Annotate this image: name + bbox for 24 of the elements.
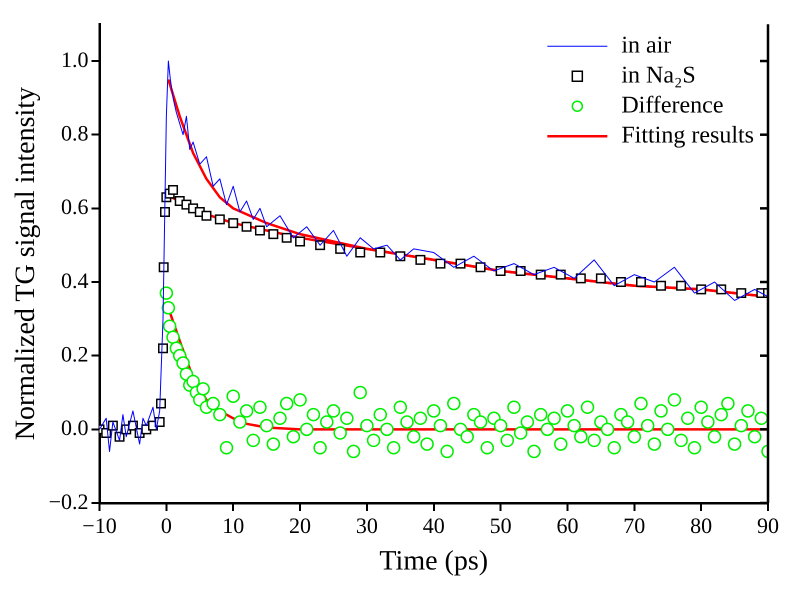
x-tick-label: 70 bbox=[623, 512, 646, 538]
x-tick-label: 0 bbox=[160, 512, 172, 538]
x-tick-label: −10 bbox=[82, 512, 117, 538]
legend-label: Difference bbox=[621, 92, 724, 118]
y-tick-label: 0.2 bbox=[61, 341, 89, 366]
x-tick-label: 60 bbox=[556, 512, 578, 538]
y-tick-label: −0.2 bbox=[48, 488, 89, 514]
y-tick-label: 0.8 bbox=[61, 120, 89, 146]
x-tick-label: 10 bbox=[222, 512, 244, 538]
x-tick-label: 40 bbox=[422, 512, 445, 538]
x-tick-label: 50 bbox=[490, 512, 512, 538]
legend-label: in air bbox=[621, 32, 672, 58]
x-tick-label: 30 bbox=[356, 512, 378, 538]
legend-label: Fitting results bbox=[621, 122, 754, 148]
legend-label: in Na₂S bbox=[621, 62, 696, 88]
y-tick-label: 0.6 bbox=[61, 194, 89, 220]
x-tick-label: 20 bbox=[289, 512, 312, 538]
x-tick-label: 80 bbox=[690, 512, 712, 538]
x-axis-title: Time (ps) bbox=[379, 546, 488, 577]
y-tick-label: 1.0 bbox=[61, 46, 89, 72]
y-tick-label: 0.4 bbox=[61, 268, 89, 293]
x-tick-label: 90 bbox=[757, 512, 779, 538]
y-tick-label: 0.0 bbox=[61, 415, 89, 440]
y-axis-title: Normalized TG signal intensity bbox=[10, 86, 42, 440]
